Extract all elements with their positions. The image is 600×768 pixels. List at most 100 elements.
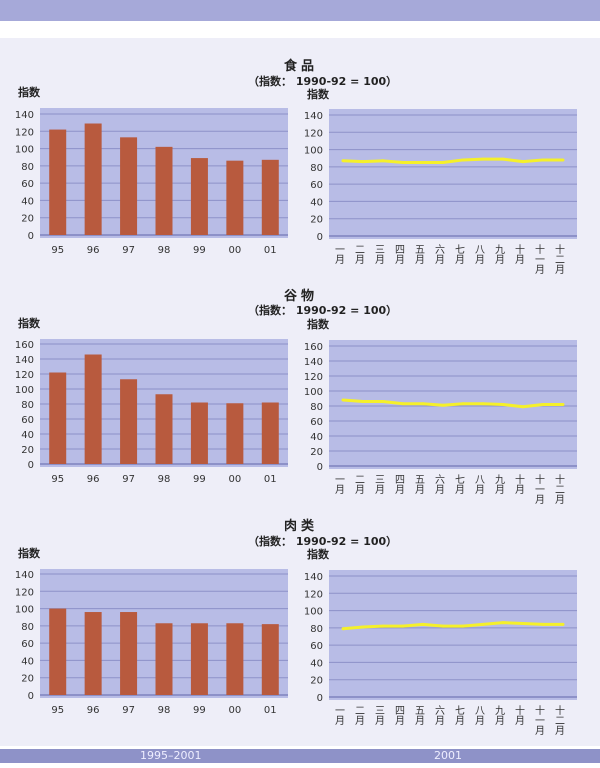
grain-annual-x-tick-label: 97 — [122, 474, 135, 485]
food-annual-x-tick-label: 00 — [228, 245, 241, 256]
grain-monthly-y-tick-label: 80 — [310, 402, 323, 413]
grain-monthly-y-tick-label: 140 — [304, 357, 323, 368]
food-monthly-y-tick-label: 40 — [310, 197, 323, 208]
meat-monthly-x-tick-label: 一月 — [333, 705, 345, 726]
food-monthly-y-axis-label: 指数 — [307, 87, 330, 101]
meat-monthly-y-tick-label: 40 — [310, 658, 323, 669]
meat-annual-x-tick-label: 99 — [193, 705, 206, 716]
grain-monthly-point-12 — [561, 403, 565, 406]
grain-monthly-y-tick-label: 120 — [304, 372, 323, 383]
grain-monthly-x-tick-label: 十一月 — [533, 473, 545, 505]
meat-monthly-y-tick-label: 140 — [304, 572, 323, 583]
grain-monthly-x-tick-label: 五月 — [413, 474, 425, 495]
food-monthly-point-5 — [421, 161, 425, 165]
food-annual-y-tick-label: 140 — [15, 110, 34, 121]
grain-annual-x-tick-label: 99 — [193, 474, 206, 485]
meat-annual-x-tick-label: 01 — [264, 705, 277, 716]
grain-monthly-x-tick-label: 十月 — [513, 473, 525, 495]
grain-annual-y-tick-label: 100 — [15, 385, 34, 396]
grain-monthly-point-9 — [501, 403, 505, 406]
grain-monthly-y-tick-label: 100 — [304, 387, 323, 398]
grain-annual-x-tick-label: 95 — [51, 474, 64, 485]
meat-monthly-point-6 — [441, 624, 445, 628]
food-monthly-x-tick-label: 十二月 — [553, 243, 565, 275]
food-monthly-x-tick-label: 七月 — [453, 244, 465, 265]
grain-annual-y-tick-label: 80 — [21, 400, 34, 411]
footer-left-label: 1995–2001 — [140, 749, 202, 762]
meat-monthly-series-line — [342, 621, 563, 631]
meat-annual-bar-96 — [84, 612, 102, 695]
grain-monthly-point-4 — [401, 402, 405, 406]
grain-monthly-point-8 — [481, 402, 485, 406]
food-annual-bar-01 — [261, 159, 279, 235]
grain-monthly-y-tick-label: 160 — [304, 342, 323, 353]
meat-annual-y-tick-label: 120 — [15, 587, 34, 598]
meat-monthly-y-axis-label: 指数 — [307, 547, 330, 561]
section-subtitle-meat: （指数： 1990-92 = 100） — [248, 535, 398, 548]
food-monthly-point-8 — [481, 157, 485, 161]
food-monthly-x-tick-label: 十月 — [513, 243, 525, 265]
meat-monthly-point-5 — [421, 622, 425, 626]
grain-annual-y-tick-label: 0 — [28, 460, 34, 471]
meat-monthly-point-3 — [381, 624, 385, 628]
meat-annual-bar-01 — [261, 624, 279, 695]
section-title-meat: 肉类 — [284, 519, 319, 534]
food-annual-x-tick-label: 98 — [158, 245, 171, 256]
section-subtitle-food: （指数： 1990-92 = 100） — [248, 75, 398, 88]
grain-monthly-x-tick-label: 十二月 — [553, 473, 565, 505]
food-annual-y-tick-label: 120 — [15, 127, 34, 138]
food-monthly-point-3 — [381, 159, 385, 163]
meat-annual-bar-97 — [120, 612, 138, 695]
food-annual-y-tick-label: 60 — [21, 179, 34, 190]
food-annual-y-tick-label: 0 — [28, 231, 34, 242]
meat-monthly-plot-area — [329, 570, 577, 700]
meat-annual-bar-98 — [155, 623, 173, 695]
meat-annual-y-tick-label: 20 — [21, 674, 34, 685]
meat-monthly-x-tick-label: 十二月 — [553, 704, 565, 736]
food-annual-y-axis-label: 指数 — [18, 85, 41, 99]
food-annual-bar-00 — [226, 160, 244, 235]
grain-annual-y-tick-label: 60 — [21, 415, 34, 426]
food-monthly-x-tick-label: 六月 — [433, 244, 445, 265]
food-annual-x-tick-label: 95 — [51, 245, 64, 256]
meat-monthly-point-8 — [481, 622, 485, 626]
meat-monthly-point-9 — [501, 621, 505, 625]
food-annual-bar-96 — [84, 123, 102, 235]
grain-annual-x-tick-label: 00 — [228, 474, 241, 485]
footer-band: 1995–2001 2001 — [0, 749, 600, 763]
grain-monthly-series-line — [342, 398, 563, 409]
grain-monthly-x-tick-label: 四月 — [393, 474, 405, 495]
food-monthly-y-tick-label: 100 — [304, 146, 323, 157]
meat-monthly-y-tick-label: 100 — [304, 607, 323, 618]
meat-monthly-point-4 — [401, 624, 405, 628]
food-monthly-point-4 — [401, 161, 405, 165]
grain-annual-x-tick-label: 01 — [264, 474, 277, 485]
food-annual-x-tick-label: 01 — [264, 245, 277, 256]
meat-monthly-point-10 — [521, 622, 525, 626]
food-monthly-y-tick-label: 60 — [310, 180, 323, 191]
grain-monthly-point-11 — [541, 403, 545, 406]
grain-monthly-y-tick-label: 40 — [310, 432, 323, 443]
meat-monthly-y-tick-label: 0 — [317, 693, 323, 704]
grain-monthly-point-10 — [521, 405, 525, 409]
meat-monthly-x-tick-label: 十一月 — [533, 704, 545, 736]
meat-annual-y-axis-label: 指数 — [18, 546, 41, 560]
meat-annual-x-tick-label: 00 — [228, 705, 241, 716]
meat-annual-y-tick-label: 140 — [15, 570, 34, 581]
meat-annual-y-tick-label: 0 — [28, 691, 34, 702]
meat-annual-y-tick-label: 100 — [15, 605, 34, 616]
grain-annual-bar-98 — [155, 394, 173, 464]
meat-monthly-point-2 — [361, 625, 365, 629]
grain-annual-bar-00 — [226, 403, 244, 464]
food-monthly-point-1 — [341, 159, 345, 163]
meat-monthly-point-11 — [541, 622, 545, 626]
food-annual-y-tick-label: 40 — [21, 196, 34, 207]
meat-annual-x-tick-label: 95 — [51, 705, 64, 716]
meat-annual-bar-00 — [226, 623, 244, 695]
food-monthly-x-tick-label: 四月 — [393, 244, 405, 265]
food-annual-bar-97 — [120, 137, 138, 235]
section-subtitle-grain: （指数： 1990-92 = 100） — [248, 304, 398, 317]
grain-monthly-x-tick-label: 八月 — [473, 474, 485, 495]
footer-right-label: 2001 — [434, 749, 462, 762]
